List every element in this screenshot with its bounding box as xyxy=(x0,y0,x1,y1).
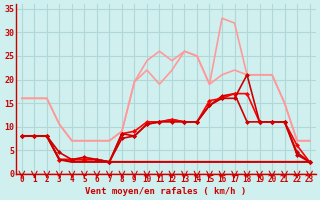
X-axis label: Vent moyen/en rafales ( km/h ): Vent moyen/en rafales ( km/h ) xyxy=(85,187,246,196)
